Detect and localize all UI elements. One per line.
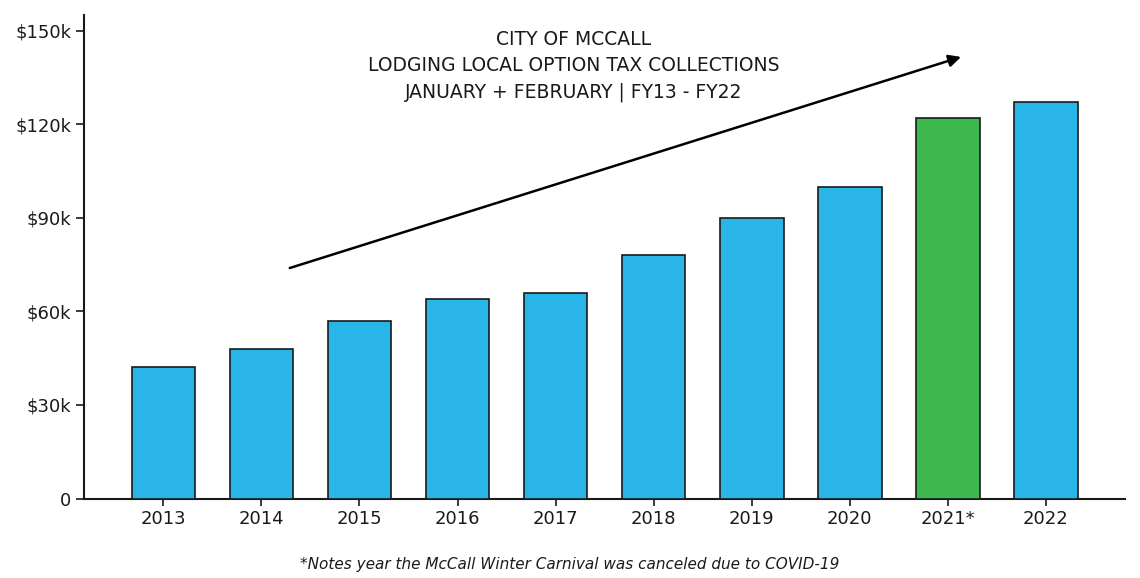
- Bar: [229, 349, 293, 498]
- Bar: [915, 118, 979, 498]
- Bar: [523, 292, 587, 498]
- Bar: [817, 187, 881, 498]
- Bar: [719, 218, 783, 498]
- Bar: [425, 299, 489, 498]
- Bar: [1013, 102, 1077, 498]
- Bar: [131, 368, 195, 498]
- Text: *Notes year the McCall Winter Carnival was canceled due to COVID-19: *Notes year the McCall Winter Carnival w…: [300, 557, 840, 572]
- Bar: [621, 255, 685, 498]
- Text: CITY OF MCCALL
LODGING LOCAL OPTION TAX COLLECTIONS
JANUARY + FEBRUARY | FY13 - : CITY OF MCCALL LODGING LOCAL OPTION TAX …: [367, 29, 779, 102]
- Bar: [327, 321, 391, 498]
